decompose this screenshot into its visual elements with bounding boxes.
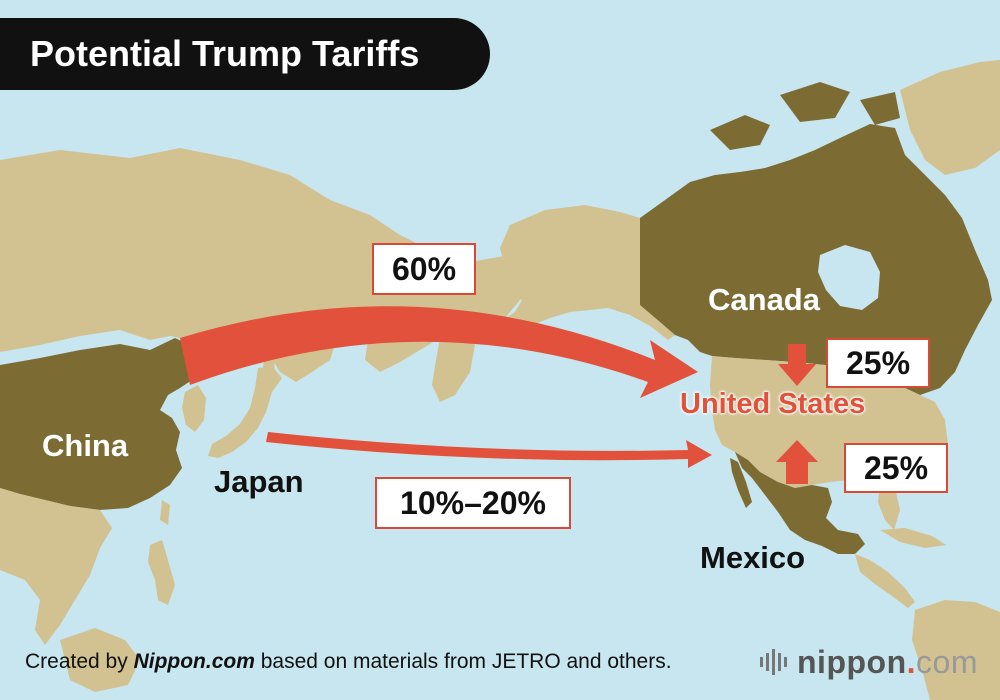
southeast-asia-land — [0, 488, 112, 645]
page-title: Potential Trump Tariffs — [30, 33, 420, 74]
logo-bars-icon — [760, 649, 787, 675]
source-credit: Created by Nippon.com based on materials… — [25, 650, 672, 674]
china-land — [0, 338, 198, 510]
united-states-label: United States — [680, 388, 866, 420]
hudson-bay — [818, 245, 880, 310]
canada-label: Canada — [708, 282, 820, 317]
credit-prefix: Created by — [25, 650, 134, 673]
japan-tariff-label: 10%–20% — [375, 477, 571, 529]
nippon-logo: nippon.com — [760, 644, 978, 680]
china-tariff-label: 60% — [372, 243, 476, 295]
title-banner: Potential Trump Tariffs — [0, 18, 490, 90]
arctic-island — [780, 82, 850, 122]
indonesia-land — [60, 628, 140, 692]
japan-tariff-arrow — [266, 432, 712, 468]
mexico-tariff-arrow — [776, 440, 818, 484]
canada-tariff-arrow — [778, 344, 816, 386]
korea-land — [182, 385, 206, 432]
arctic-island — [710, 115, 770, 150]
cuba-land — [880, 528, 946, 548]
mexico-land — [735, 452, 865, 554]
credit-publisher: Nippon.com — [133, 650, 255, 673]
taiwan-land — [160, 500, 170, 525]
arctic-island — [860, 92, 900, 125]
china-label: China — [42, 428, 129, 463]
baja-california-land — [730, 458, 752, 508]
credit-suffix: based on materials from JETRO and others… — [254, 650, 672, 673]
kamchatka-land — [432, 330, 475, 402]
japan-land — [208, 366, 282, 458]
logo-tld: com — [916, 643, 978, 680]
japan-label: Japan — [214, 464, 304, 499]
logo-name: nippon — [797, 643, 907, 680]
mexico-tariff-label: 25% — [844, 443, 948, 493]
central-america-land — [855, 554, 915, 608]
greenland-land — [900, 60, 1000, 175]
south-america-land — [912, 600, 1000, 700]
logo-wordmark: nippon.com — [797, 644, 978, 681]
china-tariff-arrow — [180, 306, 698, 398]
canada-land — [640, 124, 992, 395]
logo-dot: . — [906, 643, 917, 680]
canada-tariff-label: 25% — [826, 338, 930, 388]
florida-land — [878, 486, 900, 530]
philippines-land — [148, 540, 175, 605]
alaska-land — [480, 205, 675, 340]
mexico-label: Mexico — [700, 540, 806, 575]
